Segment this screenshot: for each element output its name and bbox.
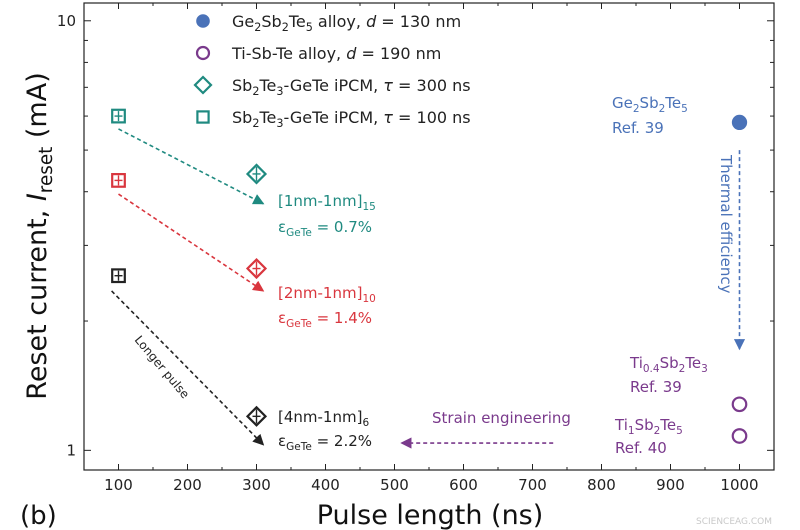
x-tick-label: 700 [518, 476, 547, 494]
plot-frame [83, 2, 775, 471]
data-point [731, 396, 748, 413]
annotation-label: [4nm-1nm]6 [278, 408, 369, 429]
x-tick-label: 900 [656, 476, 685, 494]
legend-marker [193, 75, 213, 95]
annotation-label: Ti0.4Sb2Te3 [629, 354, 708, 375]
annotation-arrow [118, 193, 265, 292]
y-tick-label: 1 [66, 441, 76, 459]
x-tick-label: 600 [449, 476, 478, 494]
x-tick-label: 500 [380, 476, 409, 494]
data-point [731, 428, 748, 444]
annotation-arrow [111, 290, 265, 446]
x-tick-label: 1000 [720, 476, 758, 494]
annotation-label: εGeTe = 1.4% [278, 309, 372, 330]
annotation-label: Strain engineering [432, 409, 571, 427]
annotation-arrow [118, 128, 265, 205]
x-axis-title: Pulse length (ns) [317, 500, 544, 530]
legend-marker [196, 110, 210, 124]
data-point [111, 173, 126, 188]
x-tick-label: 200 [173, 476, 202, 494]
legend-marker [195, 45, 211, 61]
data-point [245, 405, 268, 427]
x-axis: 100 200 300 400 500 600 700 800 900 1000 [83, 3, 775, 494]
annotation-label: Ti1Sb2Te5 [614, 416, 683, 437]
y-axis-title: Reset current, Ireset (mA) [22, 72, 57, 399]
x-tick-label: 100 [104, 476, 133, 494]
legend-label: Sb2Te3-GeTe iPCM, τ = 100 ns [232, 108, 471, 130]
annotation-longer-pulse: Longer pulse [132, 333, 192, 401]
annotation-label: [2nm-1nm]10 [278, 284, 376, 305]
annotation-label: [1nm-1nm]15 [278, 192, 376, 213]
annotation-label: Ref. 40 [615, 439, 667, 457]
annotation-label: εGeTe = 2.2% [278, 432, 372, 453]
data-point [731, 114, 748, 131]
data-points [111, 108, 748, 444]
legend-label: Ti-Sb-Te alloy, d = 190 nm [231, 44, 441, 63]
x-tick-label: 400 [311, 476, 340, 494]
annotation-label: Ref. 39 [630, 378, 682, 396]
x-tick-label: 800 [587, 476, 616, 494]
annotation-label: Ge2Sb2Te5 [612, 94, 688, 115]
data-point [245, 257, 268, 280]
panel-label: (b) [20, 501, 57, 530]
watermark: SCIENCEAG.COM [696, 517, 772, 527]
y-tick-label: 10 [57, 12, 76, 30]
x-tick-label: 300 [242, 476, 271, 494]
data-point [245, 163, 268, 185]
arrow-layer [111, 128, 746, 449]
legend: Ge2Sb2Te5 alloy, d = 130 nm Ti-Sb-Te allo… [193, 12, 471, 130]
legend-marker [196, 14, 210, 28]
annotation-thermal-efficiency: Thermal efficiency [717, 154, 735, 294]
data-point [111, 268, 126, 284]
y-axis: 1 10 [57, 12, 774, 459]
data-point [111, 108, 126, 124]
legend-label: Ge2Sb2Te5 alloy, d = 130 nm [232, 12, 461, 34]
annotation-label: εGeTe = 0.7% [278, 218, 372, 239]
legend-label: Sb2Te3-GeTe iPCM, τ = 300 ns [232, 76, 471, 98]
annotation-label: Ref. 39 [612, 119, 664, 137]
